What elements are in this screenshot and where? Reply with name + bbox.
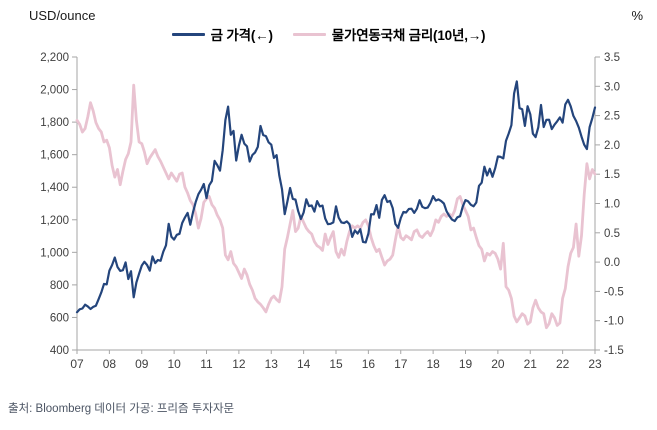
right-axis-tick-label: 3.5 <box>604 52 620 64</box>
source-text: 출처: Bloomberg 데이터 가공: 프리즘 투자자문 <box>8 403 235 415</box>
tips-yield-line <box>75 83 597 330</box>
right-axis-tick-label: -1.0 <box>604 316 624 328</box>
x-axis-tick-label: 16 <box>362 357 376 371</box>
right-axis-tick-label: -1.5 <box>604 345 624 357</box>
x-axis-tick-label: 07 <box>70 357 84 371</box>
x-axis-tick-label: 13 <box>265 357 279 371</box>
x-axis-tick-label: 19 <box>459 357 473 371</box>
left-axis-tick-label: 1,800 <box>40 117 69 129</box>
gold-price-line <box>75 80 597 314</box>
legend-item-tips-yield: 물가연동국채 금리(10년,→) <box>292 24 486 44</box>
x-axis-tick-label: 10 <box>167 357 181 371</box>
legend-label-tips-yield: 물가연동국채 금리(10년,→) <box>331 28 486 43</box>
x-axis-tick-label: 17 <box>394 357 408 371</box>
right-axis-tick-label: 2.5 <box>604 111 620 123</box>
left-axis-tick-label: 2,000 <box>40 85 69 97</box>
x-axis-tick-label: 18 <box>426 357 440 371</box>
right-axis-tick-label: 2.0 <box>604 140 620 152</box>
axis-frame <box>76 57 596 351</box>
right-axis-tick-label: 1.0 <box>604 199 620 211</box>
right-axis-title: % <box>631 8 643 23</box>
right-axis-tick-label: 0.5 <box>604 228 620 240</box>
tips-yield-line-swatch <box>292 32 326 36</box>
x-axis-tick-label: 08 <box>103 357 117 371</box>
left-axis-title: USD/ounce <box>29 8 96 23</box>
right-axis-tick-label: 0.0 <box>604 257 620 269</box>
left-axis-tick-label: 1,000 <box>40 247 69 259</box>
left-axis-tick-label: 1,600 <box>40 150 69 162</box>
x-axis-tick-label: 09 <box>135 357 149 371</box>
legend-item-gold-price: 금 가격(←) <box>171 24 273 44</box>
right-axis-tick-label: -0.5 <box>604 286 624 298</box>
x-axis-tick-label: 21 <box>524 357 538 371</box>
right-axis-tick-label: 3.0 <box>604 81 620 93</box>
left-axis-tick-label: 1,400 <box>40 182 69 194</box>
right-axis-tick-label: 1.5 <box>604 169 620 181</box>
legend-label-gold-price: 금 가격(←) <box>210 28 273 43</box>
x-axis-tick-label: 20 <box>491 357 505 371</box>
x-axis-tick-label: 14 <box>297 357 311 371</box>
gold-price-line-swatch <box>171 32 205 36</box>
x-axis-tick-label: 11 <box>200 357 213 371</box>
x-axis-tick-label: 15 <box>329 357 343 371</box>
left-axis-tick-label: 800 <box>50 280 69 292</box>
left-axis-tick-label: 400 <box>50 345 69 357</box>
left-axis-tick-label: 2,200 <box>40 52 69 64</box>
left-axis-tick-label: 1,200 <box>40 215 69 227</box>
left-axis-tick-label: 600 <box>50 312 69 324</box>
x-axis-tick-label: 22 <box>556 357 570 371</box>
x-axis-tick-label: 23 <box>588 357 602 371</box>
x-axis-tick-label: 12 <box>232 357 246 371</box>
chart-legend: 금 가격(←) 물가연동국채 금리(10년,→) <box>0 24 657 44</box>
